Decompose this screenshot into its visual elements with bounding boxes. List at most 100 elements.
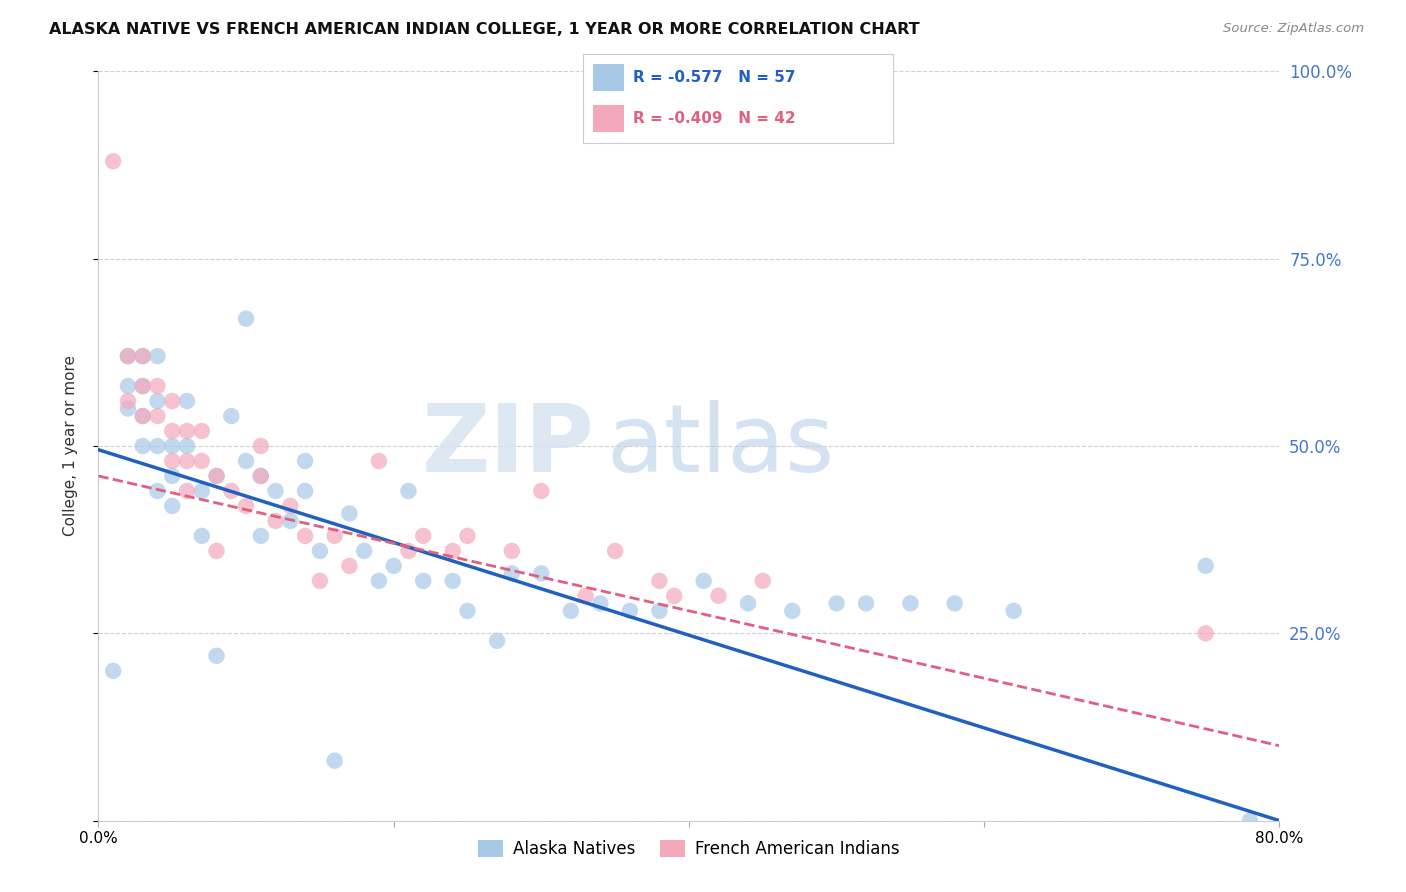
Point (132, 439, 155, 453)
Point (235, 311, 257, 326)
Point (855, 596, 877, 610)
Point (530, 483, 553, 498)
Point (280, 514, 302, 528)
Point (132, 349, 155, 363)
Point (235, 499, 257, 513)
Point (309, 544, 332, 558)
Point (441, 574, 464, 588)
Point (162, 454, 183, 468)
Text: Source: ZipAtlas.com: Source: ZipAtlas.com (1223, 22, 1364, 36)
Point (1195, 558, 1218, 573)
Point (323, 754, 346, 768)
Point (648, 574, 671, 588)
Point (132, 409, 155, 423)
Point (457, 529, 479, 543)
Point (1239, 814, 1261, 828)
Point (250, 469, 273, 483)
Point (501, 566, 523, 581)
Point (176, 394, 198, 409)
Point (412, 574, 434, 588)
Point (382, 558, 405, 573)
Point (943, 596, 966, 610)
Point (162, 439, 183, 453)
Point (146, 409, 169, 423)
Point (368, 454, 391, 468)
Point (457, 604, 479, 618)
Point (176, 483, 198, 498)
Text: ZIP: ZIP (422, 400, 595, 492)
Bar (593, 64, 624, 91)
Point (368, 574, 391, 588)
Point (205, 648, 228, 663)
Point (103, 154, 125, 169)
Point (117, 349, 139, 363)
Point (693, 574, 716, 588)
Point (264, 483, 287, 498)
Point (530, 566, 553, 581)
Point (146, 483, 169, 498)
Y-axis label: College, 1 year or more: College, 1 year or more (63, 356, 77, 536)
Point (309, 574, 332, 588)
Point (205, 469, 228, 483)
Point (648, 604, 671, 618)
Point (441, 544, 464, 558)
Point (605, 544, 627, 558)
Point (176, 424, 198, 438)
Point (146, 379, 169, 393)
Text: atlas: atlas (606, 400, 835, 492)
Bar (593, 105, 624, 132)
Point (398, 544, 420, 558)
Point (117, 379, 139, 393)
Point (294, 529, 316, 543)
Legend: Alaska Natives, French American Indians: Alaska Natives, French American Indians (471, 833, 907, 864)
Point (132, 349, 155, 363)
Point (264, 514, 287, 528)
Point (250, 439, 273, 453)
Point (146, 439, 169, 453)
Point (664, 589, 686, 603)
Point (191, 529, 214, 543)
Point (191, 424, 214, 438)
Point (412, 529, 434, 543)
Point (1002, 604, 1025, 618)
Point (575, 589, 598, 603)
Point (176, 454, 198, 468)
Point (162, 394, 183, 409)
Point (132, 409, 155, 423)
Point (900, 596, 922, 610)
Point (205, 469, 228, 483)
Point (235, 454, 257, 468)
Point (353, 544, 375, 558)
Point (250, 529, 273, 543)
Point (221, 483, 243, 498)
Point (486, 633, 509, 648)
Point (501, 544, 523, 558)
Point (737, 596, 759, 610)
Point (117, 401, 139, 416)
Point (146, 394, 169, 409)
Point (323, 529, 346, 543)
Point (103, 664, 125, 678)
Point (146, 349, 169, 363)
Point (825, 596, 848, 610)
Point (339, 558, 361, 573)
Point (162, 469, 183, 483)
Point (294, 454, 316, 468)
Point (132, 379, 155, 393)
Point (752, 574, 775, 588)
Point (280, 499, 302, 513)
Point (1195, 626, 1218, 640)
Point (162, 424, 183, 438)
Point (176, 439, 198, 453)
Point (117, 394, 139, 409)
Point (619, 604, 641, 618)
Point (191, 483, 214, 498)
Point (250, 469, 273, 483)
Point (782, 604, 804, 618)
Point (191, 454, 214, 468)
Text: R = -0.577   N = 57: R = -0.577 N = 57 (633, 70, 796, 85)
Text: R = -0.409   N = 42: R = -0.409 N = 42 (633, 112, 796, 126)
Point (339, 507, 361, 521)
Point (205, 544, 228, 558)
Point (398, 483, 420, 498)
